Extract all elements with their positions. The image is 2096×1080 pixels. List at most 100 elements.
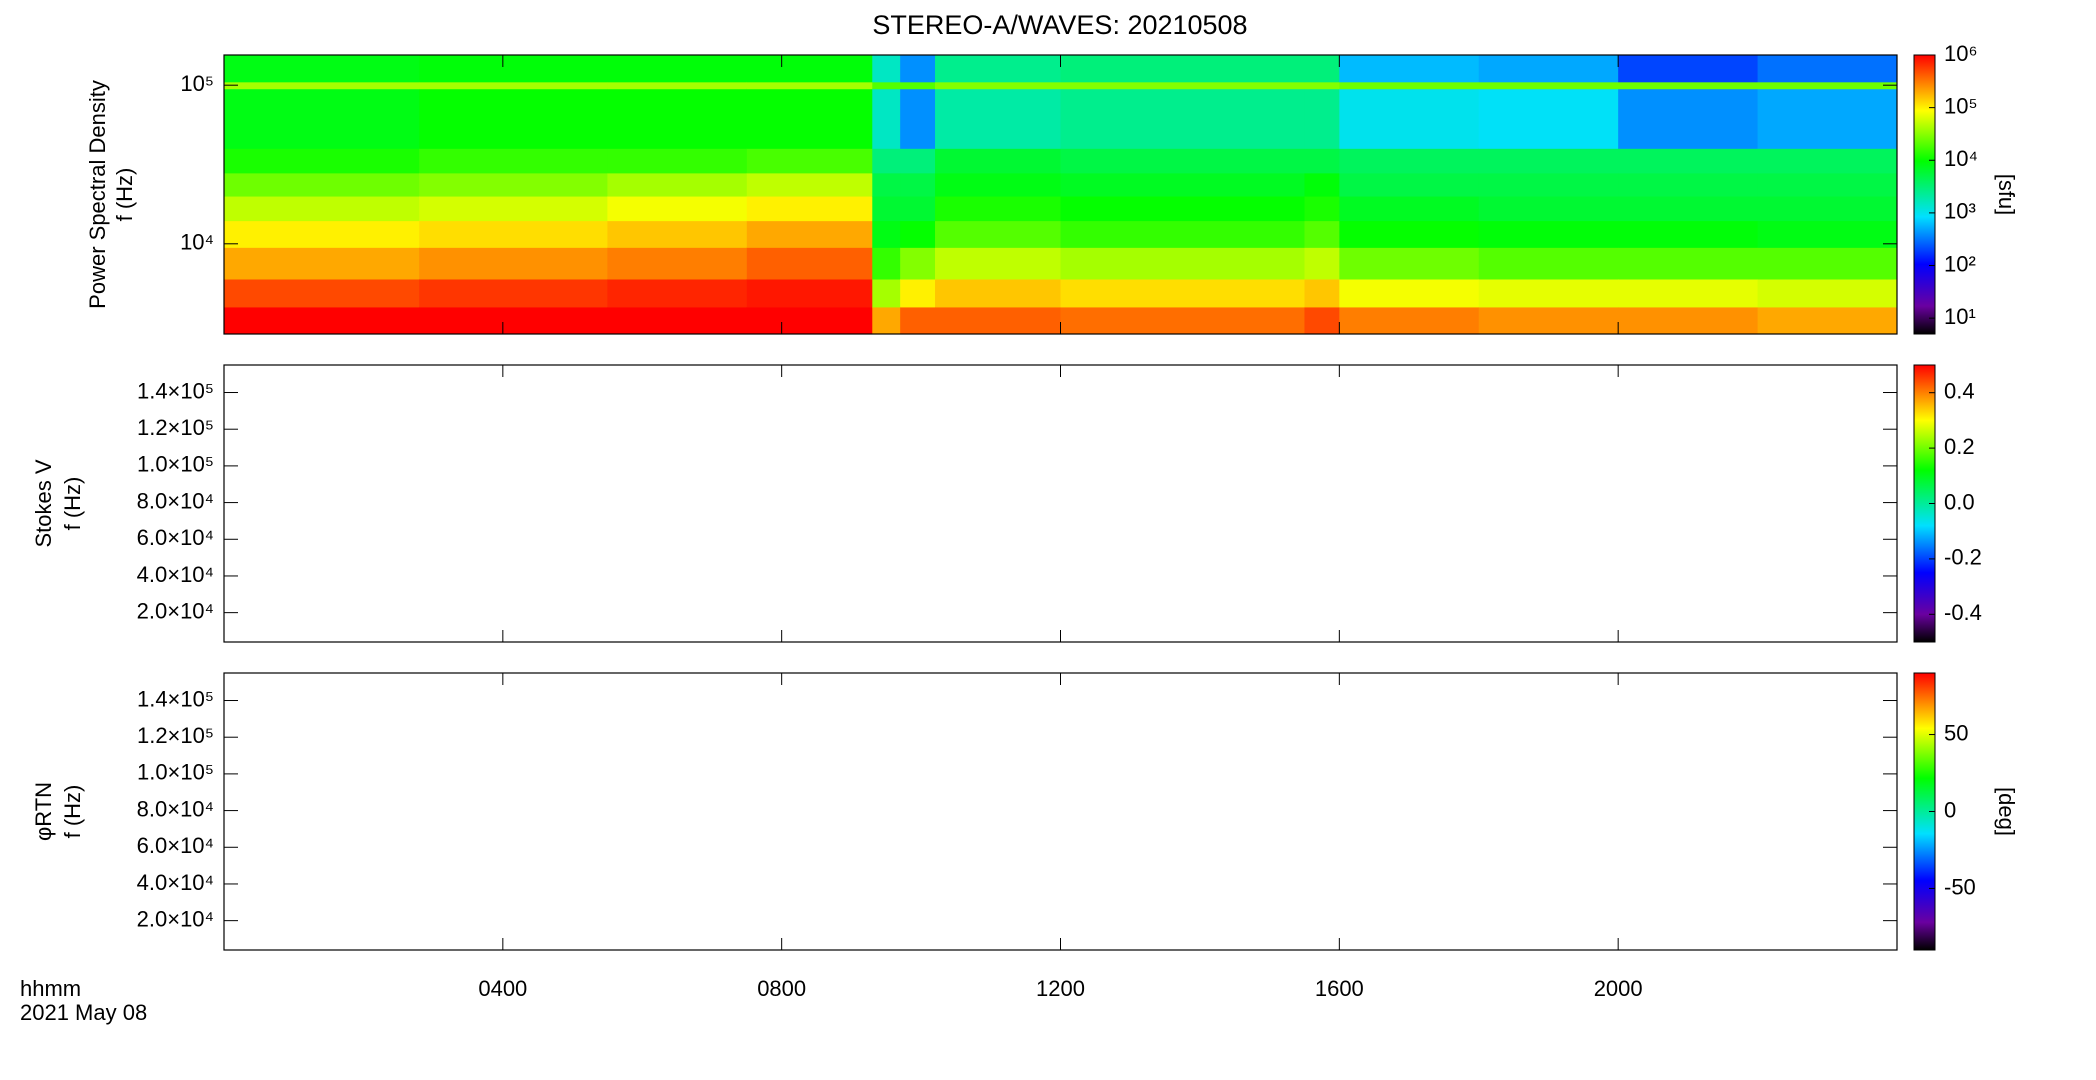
heatmap-cell	[1618, 220, 1759, 248]
heatmap-cell	[1060, 81, 1305, 90]
y-tick-label: 4.0×10⁴	[137, 870, 214, 895]
heatmap-cell	[1478, 172, 1619, 197]
heatmap-cell	[1618, 148, 1759, 174]
heatmap-cell	[607, 172, 748, 197]
heatmap-cell	[1060, 247, 1305, 280]
heatmap-cell	[872, 196, 901, 222]
y-tick-label: 1.4×10⁵	[137, 378, 214, 403]
heatmap-cell	[1304, 306, 1340, 335]
heatmap-cell	[1060, 306, 1305, 335]
heatmap-cell	[607, 196, 748, 222]
heatmap-cell	[419, 81, 608, 90]
y-tick-label: 2.0×10⁴	[137, 906, 214, 931]
heatmap-cell	[872, 148, 901, 174]
y-tick-label: 6.0×10⁴	[137, 833, 214, 858]
heatmap-cell	[1339, 196, 1480, 222]
heatmap-cell	[746, 172, 873, 197]
heatmap-cell	[1339, 81, 1480, 90]
heatmap-cell	[607, 247, 748, 280]
heatmap-cell	[1304, 196, 1340, 222]
heatmap-cell	[419, 278, 608, 308]
chart-title: STEREO-A/WAVES: 20210508	[872, 10, 1247, 40]
y-tick-label: 8.0×10⁴	[137, 796, 214, 821]
y-tick-label: 1.2×10⁵	[137, 415, 214, 440]
heatmap-cell	[224, 148, 420, 174]
heatmap-cell	[1757, 278, 1898, 308]
heatmap-cell	[607, 220, 748, 248]
heatmap-cell	[900, 220, 936, 248]
heatmap-cell	[900, 88, 936, 149]
heatmap-cell	[935, 220, 1061, 248]
heatmap-cell	[746, 148, 873, 174]
heatmap-cell	[746, 306, 873, 335]
heatmap-cell	[607, 81, 748, 90]
heatmap-cell	[1478, 88, 1619, 149]
heatmap-cell	[746, 220, 873, 248]
heatmap-cell	[1478, 81, 1619, 90]
heatmap-cell	[872, 306, 901, 335]
heatmap-cell	[1304, 55, 1340, 83]
heatmap-cell	[1304, 148, 1340, 174]
heatmap-cell	[1618, 55, 1759, 83]
heatmap-cell	[224, 81, 420, 90]
heatmap-cell	[1757, 220, 1898, 248]
colorbar-label: [sfu]	[1994, 174, 2019, 216]
heatmap-cell	[419, 306, 608, 335]
heatmap-cell	[1757, 88, 1898, 149]
heatmap-cell	[1060, 172, 1305, 197]
heatmap-cell	[1757, 172, 1898, 197]
y-tick-label: 1.0×10⁵	[137, 760, 214, 785]
heatmap-cell	[1478, 306, 1619, 335]
heatmap-cell	[872, 55, 901, 83]
heatmap-cell	[607, 278, 748, 308]
heatmap-cell	[1060, 220, 1305, 248]
heatmap-cell	[224, 278, 420, 308]
x-tick-label: 1600	[1315, 976, 1364, 1001]
heatmap-cell	[872, 172, 901, 197]
heatmap-cell	[419, 148, 608, 174]
heatmap-cell	[900, 172, 936, 197]
heatmap-cell	[1757, 148, 1898, 174]
x-tick-label: 0400	[478, 976, 527, 1001]
x-tick-label: 0800	[757, 976, 806, 1001]
heatmap-cell	[1757, 247, 1898, 280]
heatmap-cell	[1478, 148, 1619, 174]
heatmap-cell	[224, 247, 420, 280]
heatmap-cell	[935, 172, 1061, 197]
heatmap-cell	[935, 306, 1061, 335]
heatmap-cell	[419, 196, 608, 222]
heatmap-cell	[1757, 196, 1898, 222]
heatmap-cell	[1757, 306, 1898, 335]
heatmap-cell	[746, 88, 873, 149]
heatmap-cell	[1618, 306, 1759, 335]
heatmap-cell	[872, 88, 901, 149]
heatmap-cell	[1478, 220, 1619, 248]
y-axis-label: Stokes V	[31, 459, 56, 547]
heatmap-cell	[1478, 196, 1619, 222]
heatmap-cell	[607, 55, 748, 83]
heatmap-cell	[1304, 247, 1340, 280]
heatmap-cell	[746, 278, 873, 308]
heatmap-cell	[1618, 172, 1759, 197]
heatmap-cell	[607, 148, 748, 174]
heatmap-cell	[607, 88, 748, 149]
heatmap-cell	[935, 278, 1061, 308]
heatmap-cell	[900, 148, 936, 174]
heatmap-cell	[1339, 247, 1480, 280]
heatmap-cell	[1339, 220, 1480, 248]
heatmap-cell	[224, 88, 420, 149]
plot-frame	[223, 672, 1898, 951]
heatmap-cell	[1060, 148, 1305, 174]
heatmap-cell	[1304, 220, 1340, 248]
heatmap-cell	[224, 220, 420, 248]
colorbar-tick-label: 10⁵	[1944, 93, 1978, 118]
heatmap-cell	[900, 196, 936, 222]
colorbar-tick-label: 0.0	[1944, 489, 1975, 514]
heatmap-cell	[872, 278, 901, 308]
colorbar	[1913, 54, 1936, 335]
heatmap-cell	[746, 81, 873, 90]
heatmap-cell	[1478, 55, 1619, 83]
heatmap-cell	[900, 278, 936, 308]
colorbar-tick-label: -0.2	[1944, 545, 1982, 570]
